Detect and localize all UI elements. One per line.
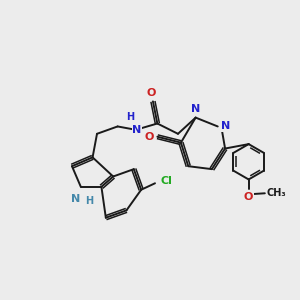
- Text: O: O: [244, 192, 253, 202]
- Text: O: O: [145, 132, 154, 142]
- Text: O: O: [147, 88, 156, 98]
- Text: H: H: [85, 196, 93, 206]
- Text: CH₃: CH₃: [266, 188, 286, 198]
- Text: N: N: [71, 194, 80, 204]
- Text: H: H: [126, 112, 134, 122]
- Text: N: N: [191, 104, 200, 114]
- Text: N: N: [132, 125, 141, 135]
- Text: Cl: Cl: [160, 176, 172, 186]
- Text: N: N: [221, 122, 230, 131]
